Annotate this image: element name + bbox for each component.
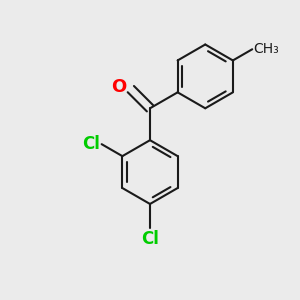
Text: Cl: Cl bbox=[82, 135, 100, 153]
Text: Cl: Cl bbox=[141, 230, 159, 248]
Text: O: O bbox=[111, 78, 126, 96]
Text: CH₃: CH₃ bbox=[254, 42, 279, 56]
